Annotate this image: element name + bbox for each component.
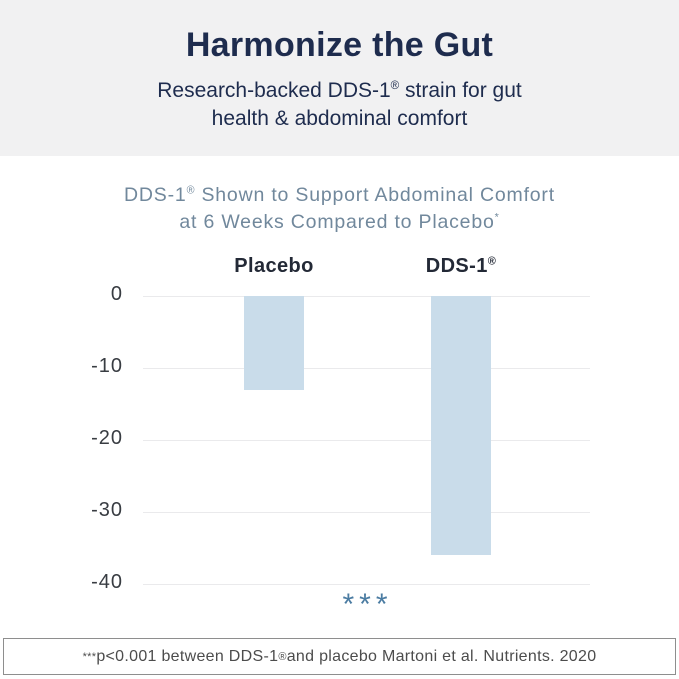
plot-area: 0 -10 -20 -30 -40 Placebo DDS-1® *** bbox=[91, 255, 590, 621]
category-label-text: Placebo bbox=[234, 255, 314, 277]
chart-title-line1: DDS-1® Shown to Support Abdominal Comfor… bbox=[0, 182, 679, 209]
chart-title-text: at 6 Weeks Compared to Placebo bbox=[179, 211, 495, 233]
y-tick-label: 0 bbox=[110, 283, 123, 305]
significance-stars: *** bbox=[342, 588, 393, 621]
category-label-text: DDS-1 bbox=[425, 255, 488, 277]
registered-mark: ® bbox=[390, 80, 400, 92]
bar-dds-1 bbox=[431, 296, 491, 556]
category-label: DDS-1® bbox=[426, 255, 497, 278]
asterisk-mark: * bbox=[494, 211, 500, 224]
y-tick-label: -20 bbox=[91, 427, 123, 449]
header-banner: Harmonize the Gut Research-backed DDS-1®… bbox=[0, 0, 679, 156]
chart-title-line2: at 6 Weeks Compared to Placebo* bbox=[0, 209, 679, 236]
registered-mark: ® bbox=[487, 255, 497, 268]
gridline bbox=[143, 440, 590, 441]
y-tick-label: -30 bbox=[91, 499, 123, 521]
y-tick-label: -40 bbox=[91, 571, 123, 593]
category-label: Placebo bbox=[234, 255, 314, 278]
page-title: Harmonize the Gut bbox=[185, 26, 494, 64]
subtitle-text-line2: health & abdominal comfort bbox=[211, 107, 468, 130]
footnote-text: p<0.001 between DDS-1 bbox=[96, 647, 279, 665]
chart-title-text: DDS-1 bbox=[124, 184, 187, 206]
subtitle-text-line1-post: strain for gut bbox=[399, 79, 522, 102]
page-subtitle: Research-backed DDS-1® strain for gut hea… bbox=[0, 77, 679, 133]
chart-section: DDS-1® Shown to Support Abdominal Comfor… bbox=[0, 156, 679, 679]
gridline bbox=[143, 368, 590, 369]
footnote-text: and placebo Martoni et al. Nutrients. 20… bbox=[286, 647, 597, 665]
registered-mark: ® bbox=[186, 184, 196, 197]
bar-placebo bbox=[244, 296, 304, 390]
y-tick-label: -10 bbox=[91, 355, 123, 377]
gridline bbox=[143, 512, 590, 513]
chart-title-text: Shown to Support Abdominal Comfort bbox=[195, 184, 555, 206]
chart-title: DDS-1® Shown to Support Abdominal Comfor… bbox=[0, 156, 679, 236]
footnote-box: *** p<0.001 between DDS-1 ® and placebo Ma… bbox=[3, 638, 676, 675]
gridline bbox=[143, 296, 590, 297]
gridline bbox=[143, 584, 590, 585]
subtitle-text-line1: Research-backed DDS-1 bbox=[157, 79, 391, 102]
